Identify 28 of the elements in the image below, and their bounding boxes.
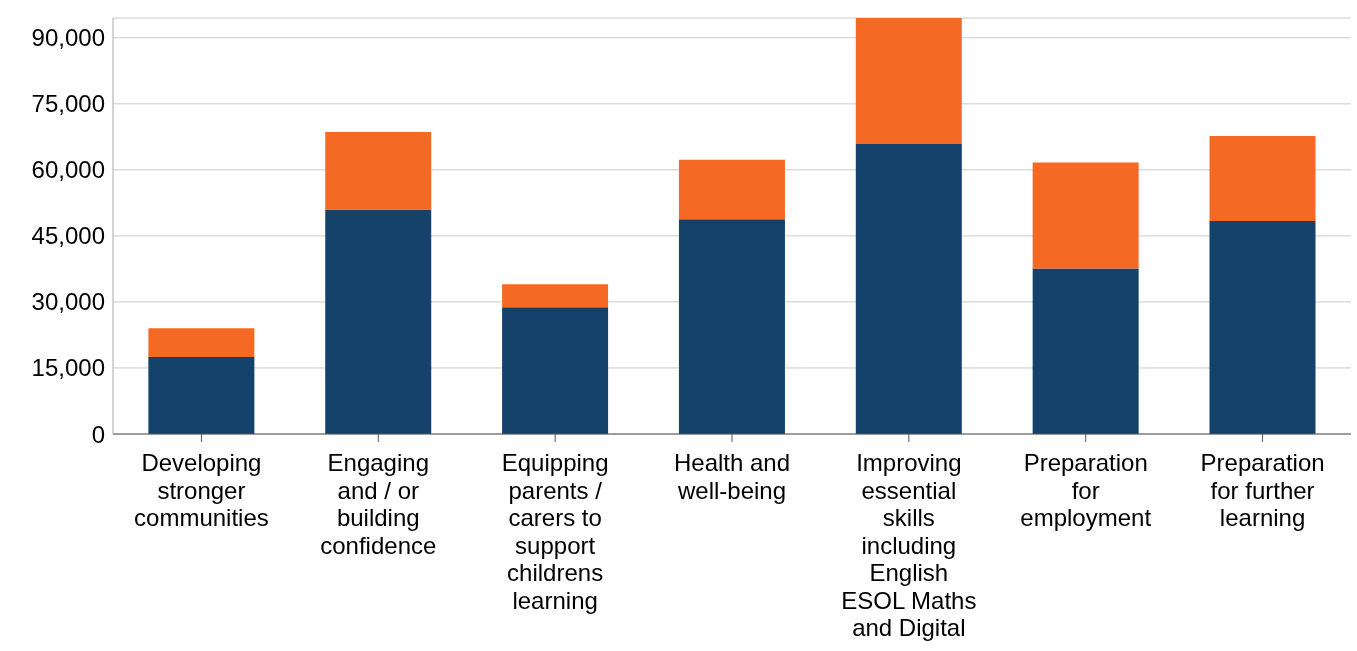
bar [502,284,609,308]
bar [148,328,255,357]
y-tick-label: 0 [91,420,105,448]
bar [678,159,785,220]
bar [1032,268,1139,434]
bar [855,143,962,434]
x-tick-label: Health and well-being [673,449,791,504]
x-tick-label: Improving essential skills including English ESOL Maths and Digital [841,449,977,642]
bar [1032,162,1139,269]
y-tick-label: 30,000 [31,288,105,316]
bar [855,18,962,144]
y-tick-label: 45,000 [31,222,105,250]
bar [1209,220,1316,434]
y-tick-label: 60,000 [31,156,105,184]
y-tick-label: 90,000 [31,24,105,52]
x-tick-label: Preparation for further learning [1200,449,1325,532]
bar [1209,135,1316,221]
y-tick-label: 15,000 [31,354,105,382]
y-tick-label: 75,000 [31,90,105,118]
bar [325,132,432,210]
x-tick-label: Equipping parents / carers to support childrens learning [501,449,609,614]
x-tick-label: Engaging and / or building confidence [320,449,437,559]
bar [502,307,609,434]
x-tick-label: Preparation for employment [1020,449,1152,532]
bar [325,209,432,434]
bar [678,219,785,434]
bar [148,356,255,434]
x-tick-label: Developing stronger communities [134,449,269,532]
